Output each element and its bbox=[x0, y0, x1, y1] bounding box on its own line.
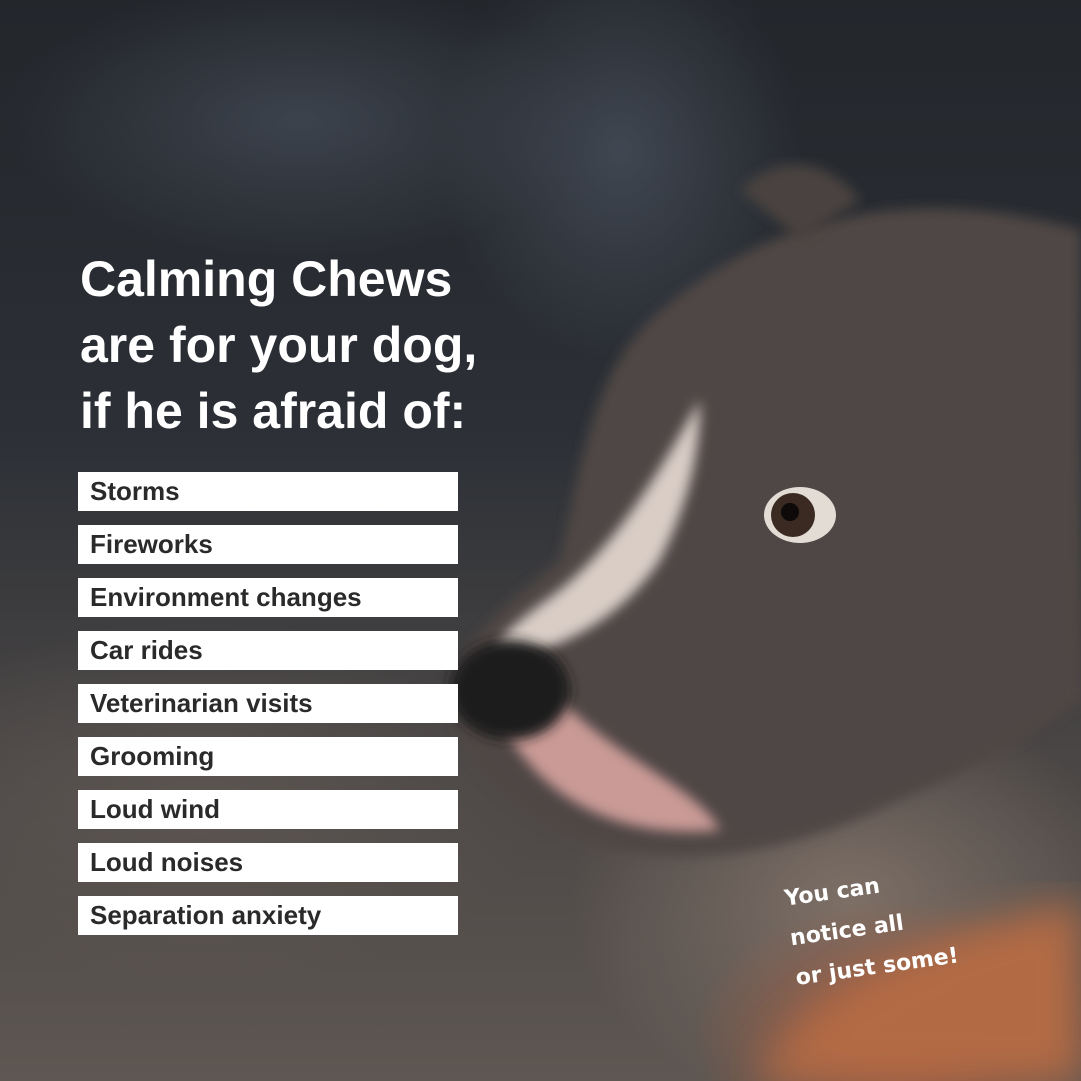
list-item: Storms bbox=[78, 472, 458, 511]
handwritten-note: You can notice all or just some! bbox=[782, 857, 961, 999]
list-item: Environment changes bbox=[78, 578, 458, 617]
fears-list: Storms Fireworks Environment changes Car… bbox=[78, 472, 458, 949]
headline: Calming Chews are for your dog, if he is… bbox=[80, 246, 477, 444]
list-item: Loud wind bbox=[78, 790, 458, 829]
headline-line-1: Calming Chews bbox=[80, 251, 453, 307]
list-item: Fireworks bbox=[78, 525, 458, 564]
headline-line-2: are for your dog, bbox=[80, 317, 478, 373]
list-item: Car rides bbox=[78, 631, 458, 670]
list-item: Loud noises bbox=[78, 843, 458, 882]
headline-line-3: if he is afraid of: bbox=[80, 383, 467, 439]
list-item: Separation anxiety bbox=[78, 896, 458, 935]
list-item: Grooming bbox=[78, 737, 458, 776]
list-item: Veterinarian visits bbox=[78, 684, 458, 723]
